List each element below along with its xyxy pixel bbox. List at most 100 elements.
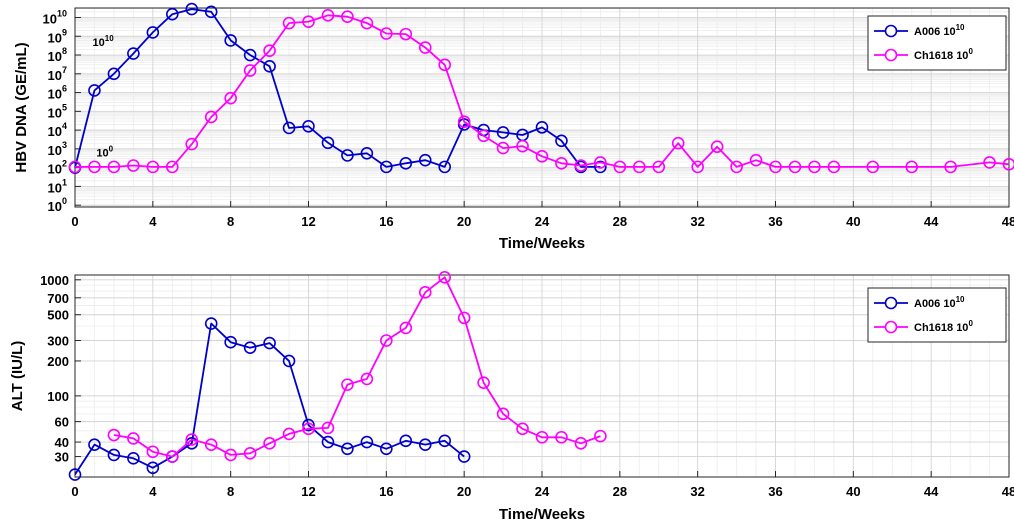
alt-series-a006-point	[263, 336, 276, 350]
alt-series-a006-point	[243, 341, 257, 355]
alt-series-a006-point	[302, 418, 315, 432]
dna-series-a006-point	[399, 157, 413, 170]
dna-series-a006-point	[360, 147, 374, 160]
dna-series-a006-point	[204, 5, 218, 19]
dna-series-a006-point	[107, 67, 121, 81]
dna-series-ch1618-point	[321, 9, 335, 22]
dna-series-ch1618-point	[769, 160, 782, 174]
dna-series-ch1618-point	[944, 160, 957, 174]
dna-y-axis-label: HBV DNA (GE/mL)	[13, 42, 30, 172]
alt-y-tick-label: 1000	[40, 273, 69, 288]
alt-x-tick-label: 0	[71, 484, 78, 499]
dna-series-ch1618-line	[75, 14, 1010, 168]
alt-series-ch1618-point	[243, 447, 257, 460]
alt-series-ch1618-point	[107, 428, 121, 442]
alt-legend-label: Ch1618 100	[914, 319, 973, 334]
alt-x-tick-label: 48	[1002, 484, 1014, 499]
alt-y-tick-label: 700	[47, 291, 69, 306]
dna-series-ch1618-point	[652, 160, 666, 174]
dna-legend-label: A006 1010	[914, 23, 965, 38]
dna-series-ch1618-point	[496, 141, 510, 155]
dna-y-tick-label: 101	[48, 177, 67, 195]
alt-series-a006-line	[74, 322, 465, 475]
dna-series-ch1618-point	[146, 160, 160, 174]
alt-y-tick-label: 200	[47, 354, 69, 369]
alt-series-ch1618-point	[146, 445, 160, 459]
alt-y-tick-label: 500	[47, 308, 69, 323]
dna-x-axis-label: Time/Weeks	[499, 235, 585, 252]
dna-x-tick-label: 4	[149, 214, 157, 229]
dna-series-ch1618-point	[671, 136, 685, 150]
alt-series-ch1618-point	[496, 407, 510, 421]
alt-x-tick-label: 32	[690, 484, 704, 499]
alt-series-a006-point	[204, 317, 218, 330]
dna-y-tick-label: 104	[48, 121, 67, 139]
alt-series-ch1618-point	[185, 433, 199, 446]
dna-x-tick-label: 28	[613, 214, 627, 229]
dna-series-ch1618-point	[555, 157, 568, 170]
alt-x-tick-label: 24	[535, 484, 550, 499]
alt-x-tick-label: 20	[457, 484, 471, 499]
dna-series-ch1618-point	[866, 160, 880, 174]
alt-series-a006-point	[438, 434, 452, 448]
dna-series-ch1618-point	[730, 160, 743, 174]
dna-series-ch1618-point	[380, 27, 393, 40]
dna-y-tick-label: 100	[48, 196, 67, 214]
alt-legend-marker	[884, 320, 898, 334]
alt-series-ch1618-point	[204, 438, 218, 451]
alt-series-ch1618-point	[574, 437, 588, 450]
dna-series-ch1618-point	[905, 160, 919, 174]
dna-series-a006-point	[594, 160, 607, 174]
dna-series-ch1618-point	[302, 15, 315, 28]
dna-series-a006-point	[263, 60, 276, 73]
alt-y-tick-label: 300	[47, 333, 69, 348]
alt-x-tick-label: 44	[924, 484, 939, 499]
alt-x-tick-label: 16	[379, 484, 393, 499]
alt-series-ch1618-point	[321, 421, 335, 435]
dna-legend-label: Ch1618 100	[914, 47, 973, 62]
alt-series-ch1618-point	[535, 430, 549, 444]
alt-series-a006-point	[321, 435, 335, 449]
dna-series-ch1618-point	[88, 160, 101, 174]
dna-series-ch1618-point	[399, 27, 413, 41]
dna-series-ch1618-point	[341, 10, 354, 24]
alt-series-a006-point	[399, 434, 413, 448]
alt-series-a006-point	[418, 438, 432, 451]
alt-panel: 0 4 8 12 16 20 24 28 32 36 40 44 4830406010020030050…	[9, 271, 1014, 523]
dna-series-ch1618-point	[477, 129, 490, 143]
dna-series-a006-point	[535, 121, 549, 134]
alt-series-ch1618-point	[380, 334, 393, 347]
alt-series-a006-point	[282, 354, 296, 368]
alt-series-ch1618-point	[360, 372, 374, 386]
alt-series-ch1618-point	[127, 432, 140, 445]
dna-series-a006-point	[302, 119, 315, 133]
dna-series-a006-point	[88, 84, 101, 97]
alt-series-ch1618-point	[594, 429, 607, 443]
alt-series-ch1618-point	[418, 286, 432, 299]
alt-series-ch1618-point	[282, 427, 296, 441]
dna-series-ch1618-point	[983, 156, 996, 169]
dna-series-ch1618-point	[827, 160, 841, 174]
dna-y-tick-label: 108	[48, 46, 67, 64]
alt-series-ch1618-point	[165, 450, 179, 463]
alt-x-tick-label: 40	[846, 484, 860, 499]
alt-x-tick-label: 28	[613, 484, 627, 499]
dna-series-ch1618-point	[788, 160, 802, 174]
dna-y-tick-label: 105	[48, 102, 67, 120]
alt-x-tick-label: 12	[301, 484, 315, 499]
dna-series-ch1618-point	[243, 64, 257, 77]
alt-series-a006-point	[127, 451, 140, 465]
dna-series-ch1618-point	[263, 44, 276, 57]
dna-y-tick-label: 1010	[43, 8, 67, 26]
alt-series-a006-point	[107, 448, 121, 462]
alt-series-ch1618-line	[113, 276, 601, 458]
alt-series-ch1618-point	[477, 376, 490, 389]
dna-series-ch1618-point	[808, 160, 821, 174]
dna-series-a006-point	[243, 48, 257, 62]
dna-series-a006-point	[224, 34, 237, 47]
alt-series-a006-point	[360, 435, 374, 449]
alt-x-axis-label: Time/Weeks	[499, 506, 585, 523]
alt-series-ch1618-point	[457, 311, 471, 325]
dna-series-a006-point	[418, 153, 432, 167]
